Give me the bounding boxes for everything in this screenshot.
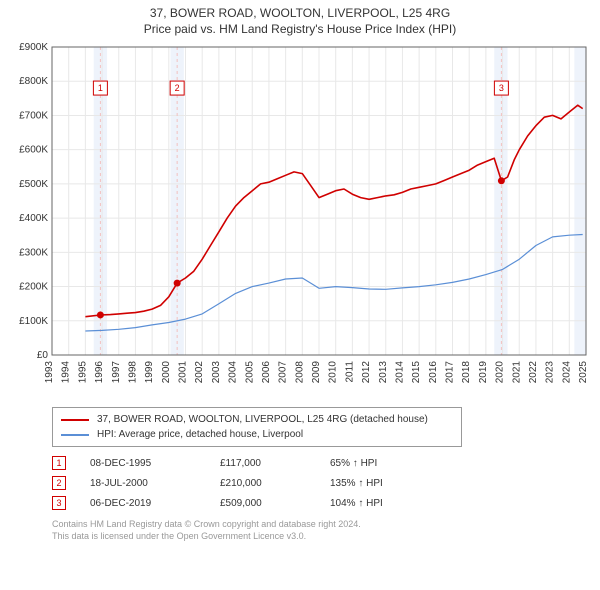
chart-area: £0 £100K £200K £300K £400K £500K £600K £700K £80… [8, 41, 592, 401]
footer-line-2: This data is licensed under the Open Gov… [52, 531, 592, 543]
svg-text:2023: 2023 [545, 361, 556, 384]
chart-title: 37, BOWER ROAD, WOOLTON, LIVERPOOL, L25 … [8, 6, 592, 22]
page-root: 37, BOWER ROAD, WOOLTON, LIVERPOOL, L25 … [0, 0, 600, 590]
svg-text:£600K: £600K [19, 145, 48, 156]
svg-text:2024: 2024 [561, 361, 572, 384]
svg-text:£400K: £400K [19, 213, 48, 224]
svg-text:2018: 2018 [461, 361, 472, 384]
svg-text:£200K: £200K [19, 282, 48, 293]
svg-text:2002: 2002 [194, 361, 205, 384]
svg-text:2005: 2005 [244, 361, 255, 384]
svg-text:2006: 2006 [261, 361, 272, 384]
legend-item: HPI: Average price, detached house, Live… [61, 427, 453, 442]
svg-text:1: 1 [98, 83, 103, 93]
marker-date: 06-DEC-2019 [90, 498, 220, 509]
legend-item: 37, BOWER ROAD, WOOLTON, LIVERPOOL, L25 … [61, 412, 453, 427]
svg-text:2004: 2004 [228, 361, 239, 384]
legend-swatch [61, 419, 89, 421]
marker-row: 2 18-JUL-2000£210,000135% ↑ HPI [52, 473, 592, 493]
footer-attribution: Contains HM Land Registry data © Crown c… [52, 519, 592, 542]
svg-text:1998: 1998 [127, 361, 138, 384]
chart-subtitle: Price paid vs. HM Land Registry's House … [8, 22, 592, 38]
line-chart: £0 £100K £200K £300K £400K £500K £600K £700K £80… [8, 41, 592, 401]
marker-price: £509,000 [220, 498, 330, 509]
marker-price: £117,000 [220, 458, 330, 469]
svg-text:2010: 2010 [328, 361, 339, 384]
svg-text:£100K: £100K [19, 316, 48, 327]
svg-text:2009: 2009 [311, 361, 322, 384]
svg-text:1995: 1995 [77, 361, 88, 384]
svg-text:2016: 2016 [428, 361, 439, 384]
svg-text:2019: 2019 [478, 361, 489, 384]
svg-text:2021: 2021 [511, 361, 522, 384]
svg-text:1994: 1994 [61, 361, 72, 384]
svg-text:2014: 2014 [394, 361, 405, 384]
svg-text:2000: 2000 [161, 361, 172, 384]
svg-text:3: 3 [499, 83, 504, 93]
svg-text:£700K: £700K [19, 111, 48, 122]
legend-swatch [61, 434, 89, 436]
marker-row: 1 08-DEC-1995£117,00065% ↑ HPI [52, 453, 592, 473]
marker-row: 3 06-DEC-2019£509,000104% ↑ HPI [52, 493, 592, 513]
marker-badge: 1 [52, 456, 66, 470]
svg-text:2013: 2013 [378, 361, 389, 384]
svg-text:2008: 2008 [294, 361, 305, 384]
svg-text:£800K: £800K [19, 76, 48, 87]
footer-line-1: Contains HM Land Registry data © Crown c… [52, 519, 592, 531]
svg-text:£300K: £300K [19, 248, 48, 259]
marker-pct: 135% ↑ HPI [330, 478, 430, 489]
svg-text:£900K: £900K [19, 42, 48, 53]
svg-text:1999: 1999 [144, 361, 155, 384]
marker-price: £210,000 [220, 478, 330, 489]
svg-text:2025: 2025 [578, 361, 589, 384]
svg-text:1997: 1997 [111, 361, 122, 384]
marker-pct: 104% ↑ HPI [330, 498, 430, 509]
svg-text:2012: 2012 [361, 361, 372, 384]
svg-text:£500K: £500K [19, 179, 48, 190]
svg-text:2022: 2022 [528, 361, 539, 384]
marker-date: 18-JUL-2000 [90, 478, 220, 489]
marker-pct: 65% ↑ HPI [330, 458, 430, 469]
svg-text:1996: 1996 [94, 361, 105, 384]
svg-text:2017: 2017 [445, 361, 456, 384]
svg-text:2001: 2001 [178, 361, 189, 384]
marker-badge: 3 [52, 496, 66, 510]
svg-text:2020: 2020 [495, 361, 506, 384]
svg-text:£0: £0 [37, 350, 49, 361]
legend-label: 37, BOWER ROAD, WOOLTON, LIVERPOOL, L25 … [97, 412, 428, 427]
marker-date: 08-DEC-1995 [90, 458, 220, 469]
legend-label: HPI: Average price, detached house, Live… [97, 427, 303, 442]
svg-text:2007: 2007 [278, 361, 289, 384]
svg-text:2015: 2015 [411, 361, 422, 384]
svg-text:2011: 2011 [344, 361, 355, 383]
marker-table: 1 08-DEC-1995£117,00065% ↑ HPI 2 18-JUL-200… [52, 453, 592, 513]
svg-text:2: 2 [175, 83, 180, 93]
svg-text:2003: 2003 [211, 361, 222, 384]
svg-text:1993: 1993 [44, 361, 55, 384]
legend: 37, BOWER ROAD, WOOLTON, LIVERPOOL, L25 … [52, 407, 462, 447]
marker-badge: 2 [52, 476, 66, 490]
